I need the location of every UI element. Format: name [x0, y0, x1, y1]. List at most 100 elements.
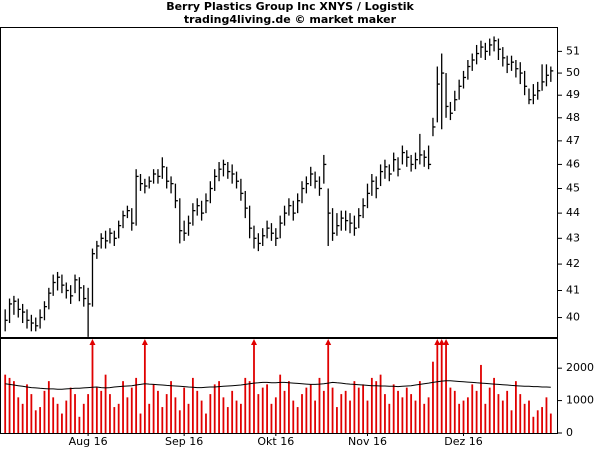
volume-bar — [414, 400, 417, 433]
volume-bar — [270, 403, 273, 433]
volume-bar — [471, 384, 474, 433]
x-tick-label: Dez 16 — [444, 435, 483, 448]
volume-bar — [248, 381, 251, 433]
volume-bar — [397, 390, 399, 433]
volume-bar — [427, 397, 430, 433]
plot-frame — [0, 27, 558, 434]
volume-bar — [47, 381, 50, 433]
volume-bar — [501, 400, 504, 433]
y-tick-label: 1000 — [566, 394, 594, 407]
volume-bar — [257, 394, 260, 433]
volume-bar — [549, 413, 552, 433]
volume-bar — [536, 410, 539, 433]
volume-bar — [301, 394, 303, 433]
volume-bar — [510, 410, 513, 433]
volume-bar — [458, 403, 461, 433]
volume-bar — [69, 387, 72, 433]
volume-bar — [56, 403, 59, 433]
volume-bar — [283, 390, 286, 433]
volume-bar — [261, 387, 264, 433]
volume-bar — [130, 387, 133, 433]
volume-bar — [152, 384, 155, 433]
volume-bar — [514, 381, 517, 433]
volume-bar — [26, 384, 28, 433]
y-tick-label: 50 — [566, 66, 580, 79]
moving-average — [5, 380, 551, 390]
volume-bar — [462, 400, 465, 433]
volume-bar — [239, 403, 242, 433]
volume-bar — [8, 377, 11, 433]
volume-bar — [165, 394, 168, 433]
volume-bar — [222, 397, 225, 433]
volume-bar — [4, 374, 7, 433]
volume-bar — [405, 387, 408, 433]
volume-bar — [39, 407, 42, 433]
volume-bar — [187, 403, 190, 433]
volume-bar — [309, 384, 312, 433]
volume-bar — [445, 342, 447, 433]
volume-bar — [488, 387, 491, 433]
overflow-arrow — [434, 339, 441, 345]
y-tick-label: 47 — [566, 134, 580, 147]
volume-bar — [17, 397, 20, 433]
volume-bar — [506, 390, 509, 433]
volume-bar — [484, 403, 487, 433]
volume-bar — [122, 381, 124, 433]
volume-bar — [493, 377, 495, 433]
volume-bar — [384, 394, 386, 433]
volume-bar — [410, 394, 413, 433]
volume-bar — [209, 394, 212, 433]
volume-bar — [305, 387, 308, 433]
overflow-arrow — [325, 339, 332, 345]
volume-bar — [104, 374, 107, 433]
volume-bar — [523, 403, 526, 433]
overflow-arrow — [89, 339, 96, 345]
volume-bar — [322, 390, 325, 433]
volume-bar — [200, 400, 203, 433]
x-tick-label: Nov 16 — [348, 435, 387, 448]
volume-bar — [519, 394, 522, 433]
volume-bar — [157, 390, 159, 433]
volume-bar — [78, 416, 81, 433]
volume-bar — [109, 394, 111, 433]
y-tick-label: 45 — [566, 182, 580, 195]
volume-bar — [370, 377, 373, 433]
volume-bar — [423, 403, 426, 433]
volume-bar — [327, 342, 330, 433]
volume-bar — [139, 413, 142, 433]
volume-bar — [178, 410, 181, 433]
volume-bar — [541, 407, 543, 433]
volume-bar — [21, 403, 24, 433]
y-tick-label: 44 — [566, 206, 580, 219]
volume-bar — [432, 361, 434, 433]
volume-bar — [143, 342, 146, 433]
x-tick-label: Sep 16 — [165, 435, 203, 448]
volume-bar — [497, 394, 500, 433]
volume-bar — [379, 374, 382, 433]
volume-bar — [113, 407, 116, 433]
volume-bar — [161, 407, 164, 433]
volume-bar — [82, 403, 85, 433]
volume-bar — [100, 390, 103, 433]
y-tick-label: 40 — [566, 311, 580, 324]
x-tick-label: Aug 16 — [69, 435, 108, 448]
volume-bar — [532, 416, 535, 433]
y-tick-label: 49 — [566, 88, 580, 101]
volume-bar — [95, 387, 98, 433]
volume-bar — [191, 377, 194, 433]
volume-bar — [344, 390, 347, 433]
volume-bar — [331, 387, 334, 433]
overflow-arrow — [438, 339, 445, 345]
volume-bar — [231, 390, 234, 433]
volume-bar — [375, 381, 378, 433]
volume-bar — [183, 387, 186, 433]
volume-bar — [117, 403, 120, 433]
volume-bar — [475, 390, 478, 433]
volume-bar — [226, 407, 229, 433]
volume-bar — [13, 381, 15, 433]
volume-bar — [366, 400, 369, 433]
y-tick-label: 42 — [566, 257, 580, 270]
volume-bar — [296, 407, 299, 433]
